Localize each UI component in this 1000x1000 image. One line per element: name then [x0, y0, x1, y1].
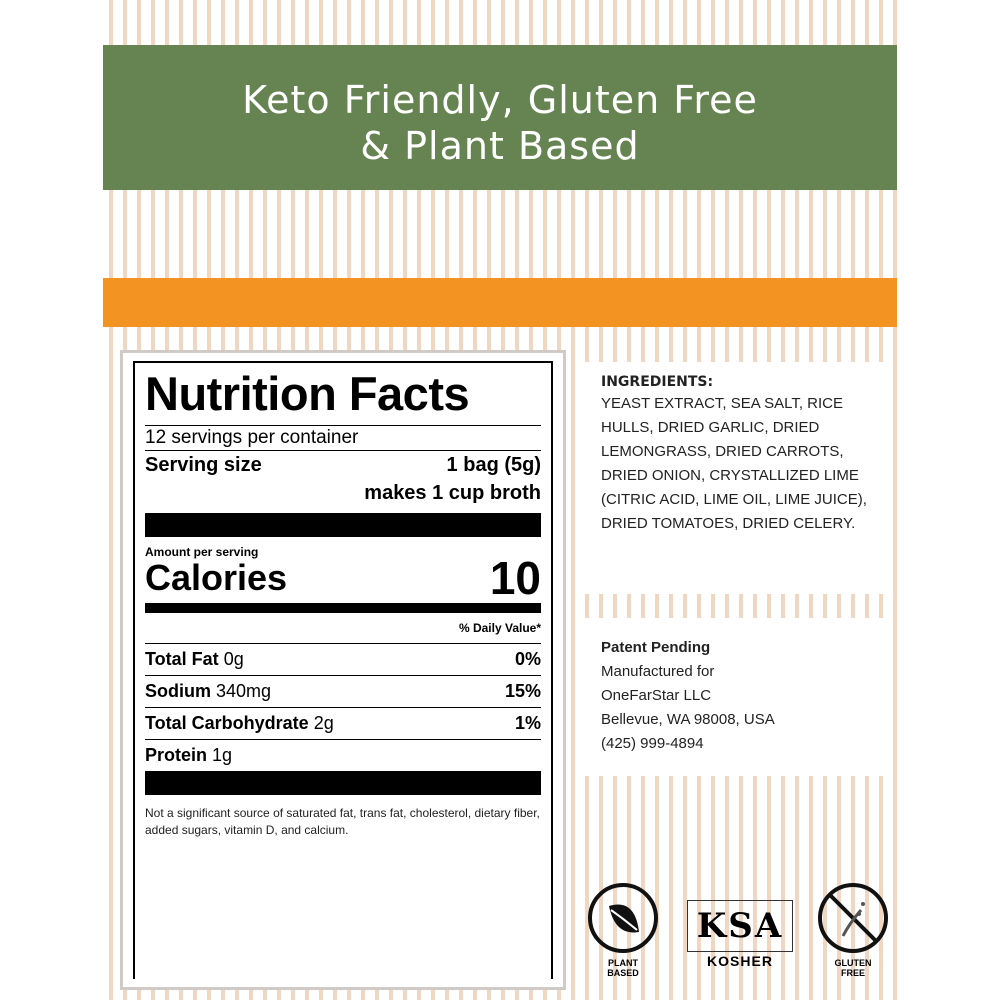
ingredients-text: YEAST EXTRACT, SEA SALT, RICE HULLS, DRI… — [601, 395, 867, 532]
badge-label: PLANT — [608, 958, 638, 968]
badge-label: GLUTEN — [834, 958, 872, 968]
kosher-badge: KSA KOSHER — [687, 900, 793, 970]
serving-size-value: 1 bag (5g) — [446, 454, 541, 476]
manufacturer-line: Manufactured for — [601, 663, 715, 680]
nutrient-dv: 0% — [514, 649, 541, 669]
nutrient-dv: 15% — [504, 681, 541, 701]
nutrient-row: Protein 1g — [145, 739, 541, 771]
nutrient-row: Total Carbohydrate 2g 1% — [145, 707, 541, 739]
footnote: Not a significant source of saturated fa… — [145, 806, 540, 837]
badge-label: BASED — [607, 968, 639, 978]
manufacturer-box: Patent Pending Manufactured for OneFarSt… — [585, 618, 885, 776]
servings-per-container: 12 servings per container — [145, 427, 359, 448]
nutrient-amount: 2g — [313, 713, 334, 733]
nutrient-amount: 0g — [223, 649, 244, 669]
banner-line-1: Keto Friendly, Gluten Free — [242, 78, 758, 122]
nutrient-row: Sodium 340mg 15% — [145, 675, 541, 707]
gluten-free-badge: GLUTEN FREE — [815, 880, 891, 978]
badge-label: KOSHER — [707, 953, 773, 969]
ingredients-box: INGREDIENTS: YEAST EXTRACT, SEA SALT, RI… — [585, 362, 885, 594]
serving-size-row: Serving size 1 bag (5g) — [145, 451, 541, 479]
nutrient-name: Total Fat — [145, 649, 219, 669]
nutrition-facts-panel: Nutrition Facts 12 servings per containe… — [120, 350, 566, 990]
patent-pending: Patent Pending — [601, 639, 711, 656]
claims-banner: Keto Friendly, Gluten Free & Plant Based — [103, 45, 897, 190]
calories-value: 10 — [489, 552, 541, 604]
no-gluten-icon — [818, 883, 888, 953]
banner-line-2: & Plant Based — [360, 124, 640, 168]
nutrient-name: Total Carbohydrate — [145, 713, 309, 733]
orange-band — [103, 278, 897, 327]
nutrient-name: Protein — [145, 745, 208, 765]
daily-value-header: % Daily Value* — [458, 621, 541, 635]
manufacturer-name: OneFarStar LLC — [601, 687, 712, 704]
nutrient-row: Total Fat 0g 0% — [145, 643, 541, 675]
leaf-icon — [588, 883, 658, 953]
amount-per-serving: Amount per serving — [145, 545, 259, 559]
nutrition-title: Nutrition Facts — [145, 367, 470, 420]
plant-based-badge: PLANT BASED — [585, 880, 661, 978]
calories-row: Calories 10 — [145, 552, 541, 604]
manufacturer-address: Bellevue, WA 98008, USA — [601, 711, 775, 728]
badge-label: FREE — [840, 968, 865, 978]
badges: PLANT BASED KSA KOSHER GLUTEN FREE — [585, 880, 895, 990]
ingredients-title: INGREDIENTS: — [601, 374, 714, 390]
nutrient-amount: 1g — [212, 745, 233, 765]
manufacturer-phone: (425) 999-4894 — [601, 735, 704, 752]
nutrient-dv: 1% — [514, 713, 541, 733]
nutrient-name: Sodium — [145, 681, 211, 701]
serving-size-label: Serving size — [145, 454, 262, 476]
nutrient-amount: 340mg — [216, 681, 272, 701]
serving-note: makes 1 cup broth — [364, 482, 541, 504]
ksa-kosher-logo: KSA — [687, 900, 793, 952]
calories-label: Calories — [145, 557, 288, 598]
